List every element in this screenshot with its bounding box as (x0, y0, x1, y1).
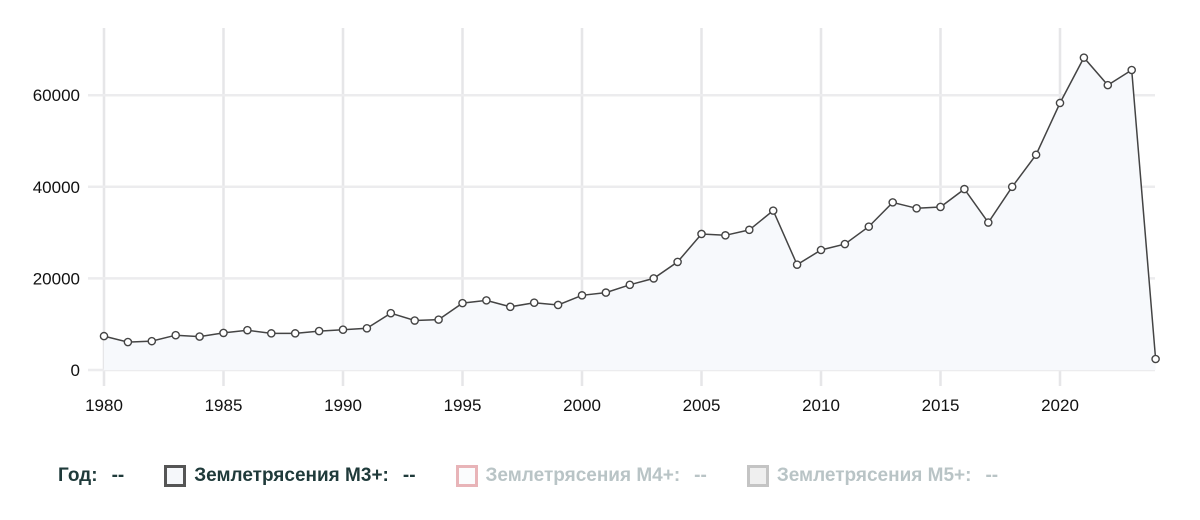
legend-item-m4[interactable]: Землетрясения М4+: -- (455, 465, 707, 487)
legend-value-m3: -- (402, 465, 416, 486)
svg-text:2000: 2000 (563, 396, 601, 415)
legend-label-m3: Землетрясения М3+: (194, 465, 389, 486)
legend-label-m4: Землетрясения М4+: (485, 465, 681, 486)
legend-year-label: Год: (58, 465, 98, 486)
legend-year-value: -- (111, 465, 125, 486)
legend-item-m3[interactable]: Землетрясения М3+: -- (164, 465, 416, 487)
svg-text:1985: 1985 (205, 396, 243, 415)
svg-text:1980: 1980 (85, 396, 123, 415)
x-axis-labels: 1980 1985 1990 1995 2000 2005 2010 2015 2020 (85, 396, 1079, 415)
legend-label-m5: Землетрясения М5+: (776, 465, 972, 486)
series-points (99, 53, 1160, 364)
legend-checkbox-m4[interactable] (455, 465, 478, 487)
y-axis-labels: 0 20000 40000 60000 (33, 86, 80, 380)
legend-item-m5[interactable]: Землетрясения М5+: -- (746, 465, 999, 487)
svg-text:40000: 40000 (33, 178, 80, 197)
svg-text:0: 0 (71, 361, 80, 380)
svg-text:2005: 2005 (683, 396, 721, 415)
legend: Год: -- Землетрясения М3+: -- Землетрясе… (58, 462, 1038, 490)
svg-text:20000: 20000 (33, 269, 80, 288)
svg-text:60000: 60000 (33, 86, 80, 105)
chart-plot-area[interactable]: 0 20000 40000 60000 1980 1985 1990 1995 2000 200… (0, 0, 1200, 440)
svg-text:2015: 2015 (922, 396, 960, 415)
series-area-fill (104, 57, 1156, 370)
legend-year: Год: -- (58, 465, 124, 487)
legend-checkbox-m3[interactable] (164, 465, 187, 487)
legend-value-m5: -- (985, 465, 999, 486)
legend-value-m4: -- (694, 465, 707, 486)
svg-text:2020: 2020 (1041, 396, 1079, 415)
legend-checkbox-m5[interactable] (746, 465, 769, 487)
svg-text:2010: 2010 (802, 396, 840, 415)
svg-text:1995: 1995 (444, 396, 482, 415)
svg-text:1990: 1990 (324, 396, 362, 415)
